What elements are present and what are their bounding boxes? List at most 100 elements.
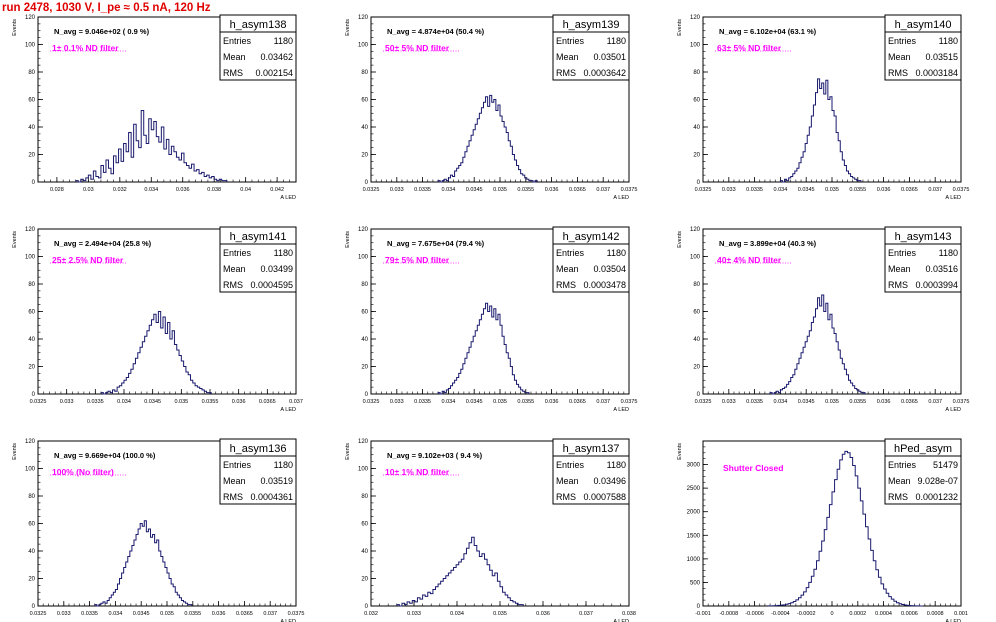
y-tick-label: 0: [697, 180, 701, 186]
x-tick-label: 0.0355: [184, 611, 201, 617]
x-tick-label: 0.0335: [746, 399, 763, 405]
y-tick-label: 2000: [687, 510, 701, 516]
x-tick-label: 0.0365: [236, 611, 253, 617]
x-axis-label: A LED: [945, 619, 961, 622]
run-title: run 2478, 1030 V, I_pe ≈ 0.5 nA, 120 Hz: [2, 2, 211, 14]
stats-title: h_asym139: [563, 19, 620, 31]
stats-entries-value: 1180: [274, 36, 293, 46]
stats-entries-value: 1180: [607, 36, 626, 46]
y-tick-label: 80: [361, 282, 368, 288]
filter-label: 25± 2.5% ND filter: [52, 255, 124, 265]
y-axis-label: Events: [345, 231, 351, 248]
x-tick-label: -0.0008: [719, 611, 738, 617]
y-axis-label: Events: [345, 19, 351, 36]
x-tick-label: 0.037: [596, 399, 610, 405]
navg-label: N_avg = 2.494e+04 (25.8 %): [54, 239, 152, 248]
y-axis-label: Events: [677, 231, 683, 248]
x-tick-label: 0.0375: [953, 399, 970, 405]
x-tick-label: 0.0375: [621, 187, 638, 193]
x-tick-label: 0.038: [622, 611, 636, 617]
stats-mean-label: Mean: [223, 52, 246, 62]
x-tick-label: 0.033: [390, 399, 404, 405]
x-tick-label: 0.04: [240, 187, 251, 193]
filter-label: Shutter Closed: [723, 463, 783, 473]
x-tick-label: 0.0008: [927, 611, 944, 617]
y-tick-label: 80: [28, 494, 35, 500]
x-tick-label: 0.0345: [798, 399, 815, 405]
y-tick-label: 120: [690, 227, 701, 233]
x-tick-label: 0.036: [536, 611, 550, 617]
y-tick-label: 2500: [687, 486, 701, 492]
x-tick-label: 0.0004: [875, 611, 892, 617]
y-tick-label: 0: [365, 180, 369, 186]
x-tick-label: 0.03: [83, 187, 94, 193]
y-tick-label: 80: [28, 282, 35, 288]
stats-rms-value: 0.0003184: [915, 68, 958, 78]
y-tick-label: 20: [28, 577, 35, 583]
stats-mean-value: 0.03519: [260, 476, 293, 486]
x-axis-label: A LED: [280, 195, 296, 201]
stats-mean-value: 0.03462: [260, 52, 293, 62]
stats-entries-value: 1180: [939, 248, 958, 258]
stats-entries-label: Entries: [556, 460, 585, 470]
stats-box: [219, 31, 297, 81]
x-tick-label: 0.0365: [259, 399, 276, 405]
navg-label: N_avg = 6.102e+04 (63.1 %): [719, 27, 817, 36]
x-tick-label: 0.0355: [517, 187, 534, 193]
chart-h_asym141: 0 20 40 60 80 100 120 0.0325 0.033 0.0335 0.034 0.0…: [12, 226, 303, 413]
stats-rms-value: 0.0001232: [915, 492, 958, 502]
y-tick-label: 40: [28, 549, 35, 555]
x-tick-label: 0.034: [450, 611, 464, 617]
y-tick-label: 40: [28, 125, 35, 131]
y-tick-label: 60: [28, 310, 35, 316]
chart-h_asym137: 0 20 40 60 80 100 120 0.032 0.033 0.034 0.035 0.036…: [345, 438, 636, 622]
x-tick-label: 0.034: [144, 187, 158, 193]
y-tick-label: 60: [693, 310, 700, 316]
x-tick-label: 0.034: [442, 187, 456, 193]
stats-box: [884, 243, 962, 293]
stats-entries-value: 1180: [274, 248, 293, 258]
y-tick-label: 40: [28, 337, 35, 343]
x-tick-label: 0.037: [596, 187, 610, 193]
histogram-series: [396, 536, 524, 607]
y-tick-label: 20: [693, 365, 700, 371]
stats-mean-value: 0.03501: [593, 52, 626, 62]
x-tick-label: 0.036: [176, 187, 190, 193]
x-axis-label: A LED: [280, 619, 296, 622]
x-tick-label: 0.037: [928, 187, 942, 193]
x-tick-label: 0.036: [545, 399, 559, 405]
stats-mean-label: Mean: [556, 52, 579, 62]
x-tick-label: 0.035: [825, 399, 839, 405]
x-tick-label: 0.037: [579, 611, 593, 617]
x-tick-label: 0.035: [493, 611, 507, 617]
stats-rms-label: RMS: [888, 68, 908, 78]
stats-box: [884, 31, 962, 81]
stats-mean-label: Mean: [223, 476, 246, 486]
x-axis-label: A LED: [613, 195, 629, 201]
stats-rms-label: RMS: [888, 492, 908, 502]
navg-label: N_avg = 9.046e+02 ( 0.9 %): [54, 27, 150, 36]
stats-entries-label: Entries: [223, 36, 252, 46]
y-axis-label: Events: [677, 443, 683, 460]
stats-rms-label: RMS: [556, 492, 576, 502]
x-tick-label: 0.001: [954, 611, 968, 617]
stats-entries-label: Entries: [556, 36, 585, 46]
navg-label: N_avg = 9.102e+03 ( 9.4 %): [387, 451, 483, 460]
stats-rms-value: 0.0004361: [250, 492, 293, 502]
stats-mean-value: 0.03496: [593, 476, 626, 486]
x-tick-label: 0.0325: [30, 611, 47, 617]
y-tick-label: 20: [361, 153, 368, 159]
stats-entries-value: 1180: [274, 460, 293, 470]
x-tick-label: -0.0002: [797, 611, 816, 617]
y-axis-label: Events: [677, 19, 683, 36]
y-tick-label: 40: [361, 337, 368, 343]
y-tick-label: 80: [361, 494, 368, 500]
stats-entries-label: Entries: [888, 248, 917, 258]
x-axis-label: A LED: [280, 407, 296, 413]
x-tick-label: 0.038: [207, 187, 221, 193]
y-tick-label: 100: [25, 467, 36, 473]
x-tick-label: 0.0345: [798, 187, 815, 193]
y-tick-label: 40: [693, 337, 700, 343]
x-tick-label: 0.034: [442, 399, 456, 405]
x-tick-label: 0.0335: [746, 187, 763, 193]
